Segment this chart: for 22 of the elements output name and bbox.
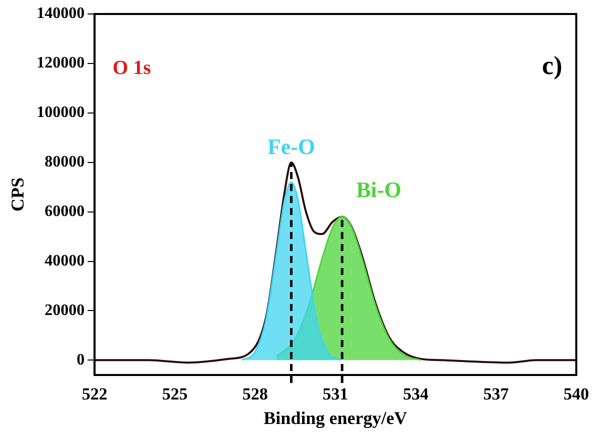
- x-tick-label: 540: [564, 384, 589, 404]
- x-tick-label: 528: [242, 384, 268, 404]
- x-tick-label: 525: [162, 384, 188, 404]
- x-tick-label: 537: [483, 384, 510, 404]
- annotation: c): [542, 51, 562, 80]
- y-tick-label: 100000: [36, 104, 85, 122]
- series-label: Fe-O: [267, 134, 316, 160]
- y-tick-label: 60000: [44, 202, 85, 220]
- line-series: [94, 161, 576, 364]
- y-tick-label: 20000: [44, 302, 85, 319]
- y-tick-label: 0: [76, 351, 85, 368]
- y-tick-label: 80000: [44, 153, 85, 170]
- x-tick-label: 534: [402, 384, 429, 404]
- x-tick-label: 531: [322, 384, 348, 404]
- series-label: Bi-O: [356, 176, 402, 202]
- y-axis-title: CPS: [7, 177, 28, 212]
- annotation: O 1s: [112, 57, 152, 79]
- y-tick-label: 120000: [36, 54, 85, 72]
- x-axis-title: Binding energy/eV: [264, 408, 408, 428]
- y-tick-label: 40000: [44, 252, 85, 270]
- x-tick-label: 522: [82, 384, 108, 404]
- y-tick-label: 140000: [36, 5, 85, 22]
